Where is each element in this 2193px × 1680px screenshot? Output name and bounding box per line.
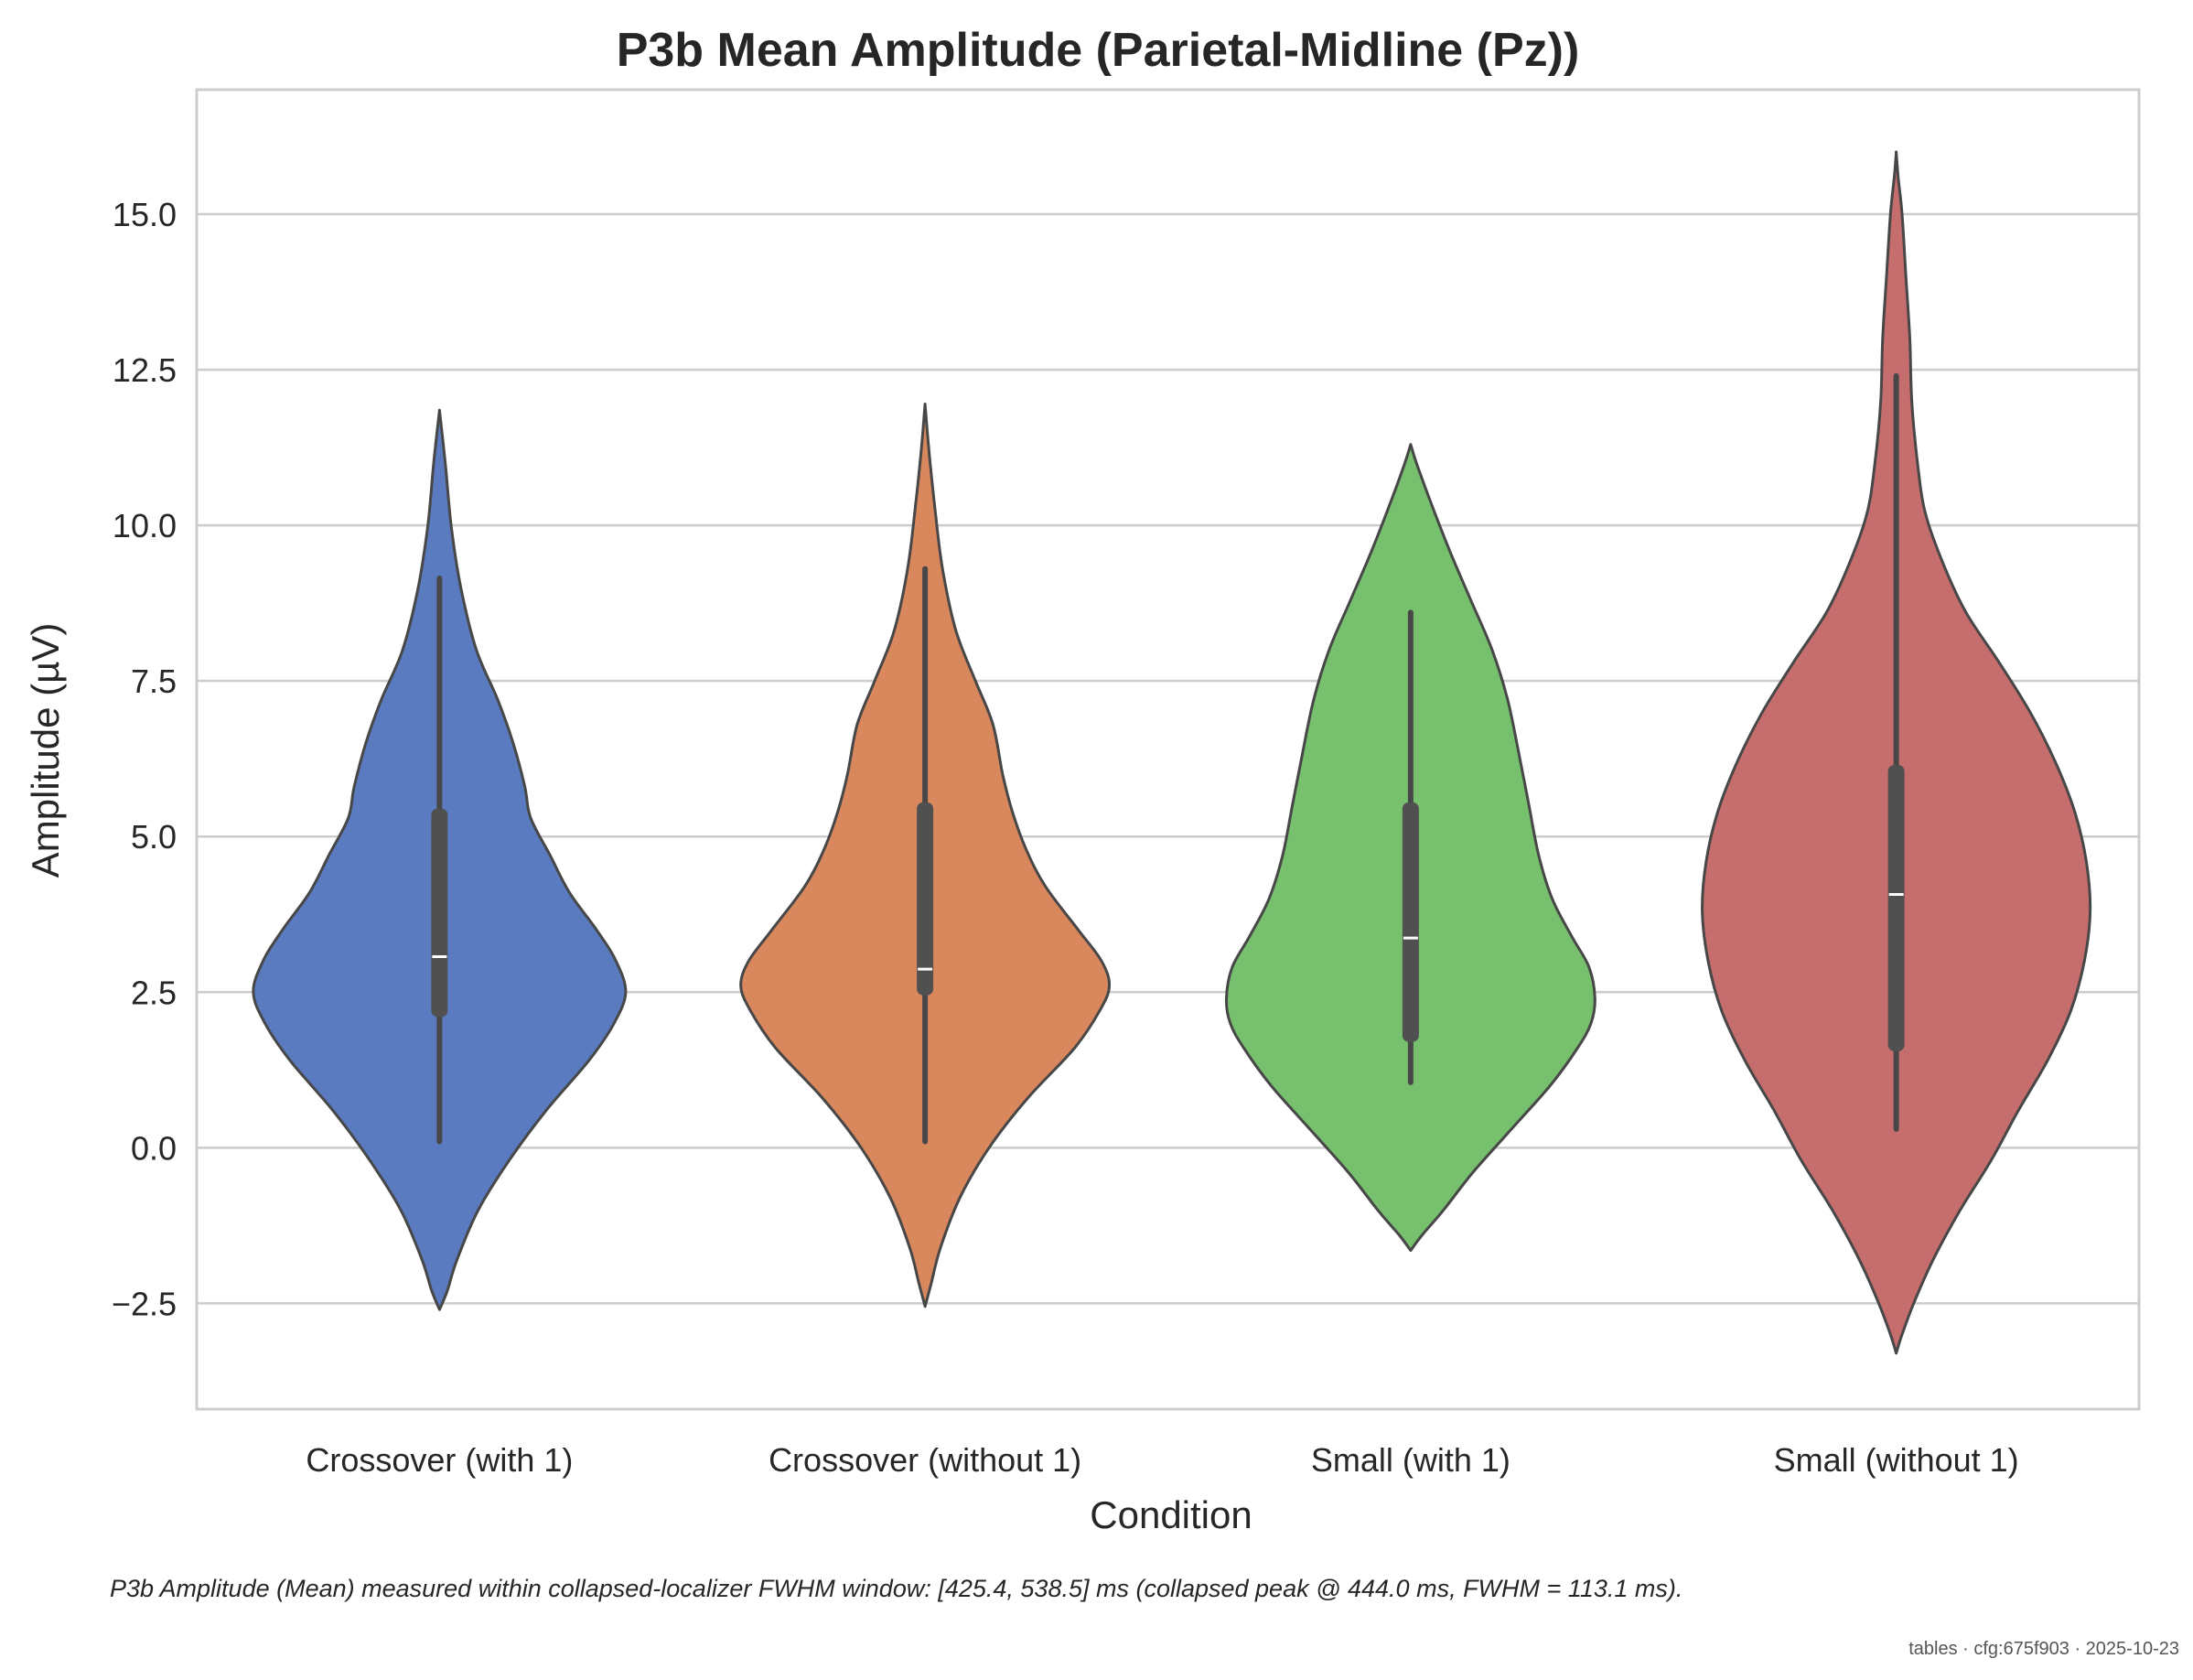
x-tick-labels: Crossover (with 1) Crossover (without 1) S… xyxy=(306,1441,2018,1479)
y-axis-label: Amplitude (µV) xyxy=(24,623,67,878)
violin-2 xyxy=(739,403,1112,1308)
y-tick-label: 5.0 xyxy=(131,818,177,856)
violin-iqr-box xyxy=(1402,802,1419,1042)
violin-3 xyxy=(1224,443,1596,1253)
violin-iqr-box xyxy=(917,802,934,996)
y-tick-label: 12.5 xyxy=(113,351,177,389)
plot-frame xyxy=(195,88,2141,1411)
y-tick-label: 10.0 xyxy=(113,507,177,544)
x-tick-label: Crossover (with 1) xyxy=(306,1441,573,1479)
chart-title: P3b Mean Amplitude (Parietal-Midline (Pz… xyxy=(617,24,1580,77)
violins xyxy=(252,150,2092,1355)
violin-iqr-box xyxy=(1887,765,1905,1051)
x-tick-label: Small (without 1) xyxy=(1774,1441,2019,1479)
chart-caption: P3b Amplitude (Mean) measured within col… xyxy=(110,1575,1682,1602)
x-tick-label: Small (with 1) xyxy=(1311,1441,1510,1479)
y-tick-label: 15.0 xyxy=(113,196,177,233)
y-tick-label: −2.5 xyxy=(112,1285,177,1322)
violin-4 xyxy=(1701,150,2092,1355)
footer-stamp: tables · cfg:675f903 · 2025-10-23 xyxy=(1908,1639,2179,1659)
y-tick-label: 0.0 xyxy=(131,1129,177,1167)
violin-1 xyxy=(252,408,628,1311)
violin-iqr-box xyxy=(431,808,448,1018)
y-tick-label: 7.5 xyxy=(131,662,177,700)
x-tick-label: Crossover (without 1) xyxy=(769,1441,1081,1479)
y-tick-labels: −2.5 0.0 2.5 5.0 7.5 10.0 12.5 15.0 xyxy=(112,196,177,1322)
y-tick-label: 2.5 xyxy=(131,974,177,1011)
x-axis-label: Condition xyxy=(1090,1493,1252,1536)
